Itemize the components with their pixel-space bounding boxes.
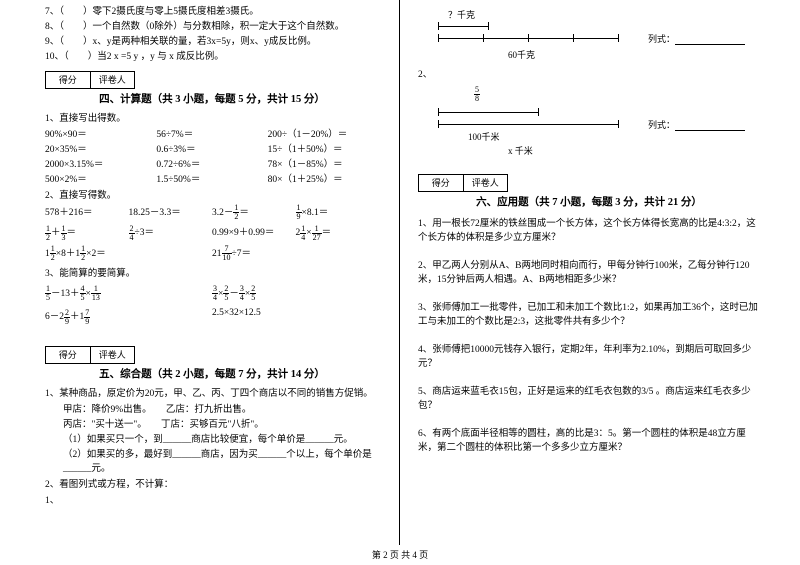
q6-1: 1、用一根长72厘米的铁丝围成一个长方体，这个长方体得长宽高的比是4:3:2，这… [418,217,760,245]
diag2-num: 2、 [418,66,760,80]
grader-label: 评卷人 [91,72,135,88]
grader-label: 评卷人 [464,175,508,191]
score-label: 得分 [46,72,91,88]
expr: 2.5×32×12.5 [212,308,379,325]
tf-q9: 9、（ ）x、y是两种相关联的量，若3x=5y，则x、y成反比例。 [45,33,379,47]
expr: 34×25－34×25 [212,285,379,302]
calc-cell: 0.6÷3%＝ [156,141,267,155]
expr-row: 578＋216＝ 18.25－3.3＝ 3.2－12＝ 19×8.1＝ [45,204,379,221]
score-box-6: 得分 评卷人 [418,174,508,192]
score-box-5: 得分 评卷人 [45,346,135,364]
calc-cell: 15÷（1＋50%）＝ [268,141,379,155]
expr: 6－229＋179 [45,308,212,325]
left-column: 7、（ ）零下2摄氏度与零上5摄氏度相差3摄氏。 8、（ ）一个自然数（0除外）… [0,0,400,545]
section-6-title: 六、应用题（共 7 小题，每题 3 分，共计 21 分） [418,194,760,209]
q5-1d: （2）如果买的多，最好到______商店，因为买______个以上，每个单价是_… [45,446,379,474]
calc-cell: 78×（1－85%）＝ [268,156,379,170]
calc-cell: 90%×90＝ [45,126,156,140]
right-column: ？千克 60千克 列式： 2、 58 100千米 x 千米 列式： 得分 评卷人… [400,0,800,545]
tf-q8: 8、（ ）一个自然数（0除外）与分数相除，积一定大于这个自然数。 [45,18,379,32]
calc-cell: 500×2%＝ [45,171,156,185]
expr: 3.2－12＝ [212,204,296,221]
q6-4: 4、张师傅把10000元钱存入银行，定期2年，年利率为2.10%，到期后可取回多… [418,343,760,371]
page-footer: 第 2 页 共 4 页 [0,548,800,561]
q4-2: 2、直接写得数。 [45,187,379,201]
calc-cell: 0.72÷6%＝ [156,156,267,170]
expr: 0.99×9＋0.99＝ [212,224,296,241]
section-4-title: 四、计算题（共 3 小题，每题 5 分，共计 15 分） [45,91,379,106]
calc-cell: 1.5÷50%＝ [156,171,267,185]
tf-q7: 7、（ ）零下2摄氏度与零上5摄氏度相差3摄氏。 [45,3,379,17]
q5-1a: 甲店：降价9%出售。 乙店：打九折出售。 [45,401,379,415]
q5-1c: （1）如果买只一个，到______商店比较便宜，每个单价是______元。 [45,431,379,445]
expr: 15－13＋45×113 [45,285,212,302]
q4-3: 3、能简算的要简算。 [45,265,379,279]
section-5-title: 五、综合题（共 2 小题，每题 7 分，共计 14 分） [45,366,379,381]
q5-1: 1、某种商品，原定价为20元，甲、乙、丙、丁四个商店以不同的销售方促销。 [45,385,379,399]
q5-2: 2、看图列式或方程，不计算： [45,476,379,490]
calc-row: 90%×90＝ 56÷7%＝ 200÷（1－20%）＝ [45,126,379,140]
q6-3: 3、张师傅加工一批零件，已加工和未加工个数比1:2，如果再加工36个，这时已加工… [418,301,760,329]
tf-q10: 10、（ ）当2 x =5 y ，y 与 x 成反比例。 [45,48,379,62]
expr-row: 112×8＋112×2＝ 21710÷7＝ [45,245,379,262]
score-label: 得分 [46,347,91,363]
q6-6: 6、有两个底面半径相等的圆柱，高的比是3：5。第一个圆柱的体积是48立方厘米，第… [418,427,760,455]
calc-cell: 80×（1＋25%）＝ [268,171,379,185]
expr-row: 15－13＋45×113 34×25－34×25 [45,285,379,302]
grader-label: 评卷人 [91,347,135,363]
calc-cell: 200÷（1－20%）＝ [268,126,379,140]
expr: 24÷3＝ [129,224,213,241]
q6-5: 5、商店运来蓝毛衣15包，正好是运来的红毛衣包数的3/5 。商店运来红毛衣多少包… [418,385,760,413]
calc-cell: 2000×3.15%＝ [45,156,156,170]
expr: 578＋216＝ [45,204,129,221]
q4-1: 1、直接写出得数。 [45,110,379,124]
q6-2: 2、甲乙两人分别从A、B两地同时相向而行，甲每分钟行100米，乙每分钟行120米… [418,259,760,287]
calc-row: 500×2%＝ 1.5÷50%＝ 80×（1＋25%）＝ [45,171,379,185]
calc-cell: 20×35%＝ [45,141,156,155]
expr-row: 6－229＋179 2.5×32×12.5 [45,308,379,325]
diagram-1: ？千克 60千克 列式： [418,8,760,58]
expr: 18.25－3.3＝ [129,204,213,221]
diagram-2: 58 100千米 x 千米 列式： [418,86,760,156]
q5-2n: 1、 [45,492,379,506]
calc-row: 20×35%＝ 0.6÷3%＝ 15÷（1＋50%）＝ [45,141,379,155]
expr: 112×8＋112×2＝ [45,245,212,262]
expr: 214×127＝ [296,224,380,241]
calc-row: 2000×3.15%＝ 0.72÷6%＝ 78×（1－85%）＝ [45,156,379,170]
calc-cell: 56÷7%＝ [156,126,267,140]
q5-1b: 丙店："买十送一"。 丁店：买够百元"八折"。 [45,416,379,430]
score-box-4: 得分 评卷人 [45,71,135,89]
expr: 12＋13＝ [45,224,129,241]
expr: 19×8.1＝ [296,204,380,221]
expr-row: 12＋13＝ 24÷3＝ 0.99×9＋0.99＝ 214×127＝ [45,224,379,241]
score-label: 得分 [419,175,464,191]
expr: 21710÷7＝ [212,245,379,262]
